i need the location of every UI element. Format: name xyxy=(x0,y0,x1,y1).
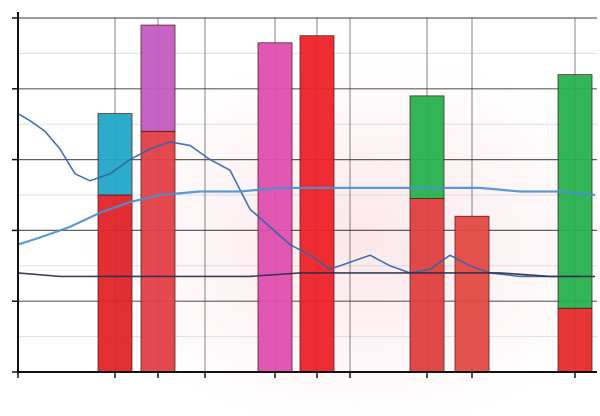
bar-6-segment-0 xyxy=(557,307,593,373)
bar-1-segment-1 xyxy=(140,24,176,132)
bar-4-segment-0 xyxy=(409,198,445,373)
bar-0-segment-1 xyxy=(97,113,133,196)
series-line-1 xyxy=(17,186,596,246)
bar-4-segment-1 xyxy=(409,95,445,199)
series-line-2 xyxy=(17,272,595,278)
bar-1-segment-0 xyxy=(140,130,176,373)
series-lines xyxy=(17,112,596,278)
series-line-0 xyxy=(17,112,580,278)
bar-0-segment-0 xyxy=(97,194,133,373)
bar-2-segment-0 xyxy=(257,42,293,373)
bar-3-segment-0 xyxy=(299,35,335,373)
bars xyxy=(97,24,593,373)
axes xyxy=(12,12,597,378)
bar-5-segment-0 xyxy=(454,215,490,373)
